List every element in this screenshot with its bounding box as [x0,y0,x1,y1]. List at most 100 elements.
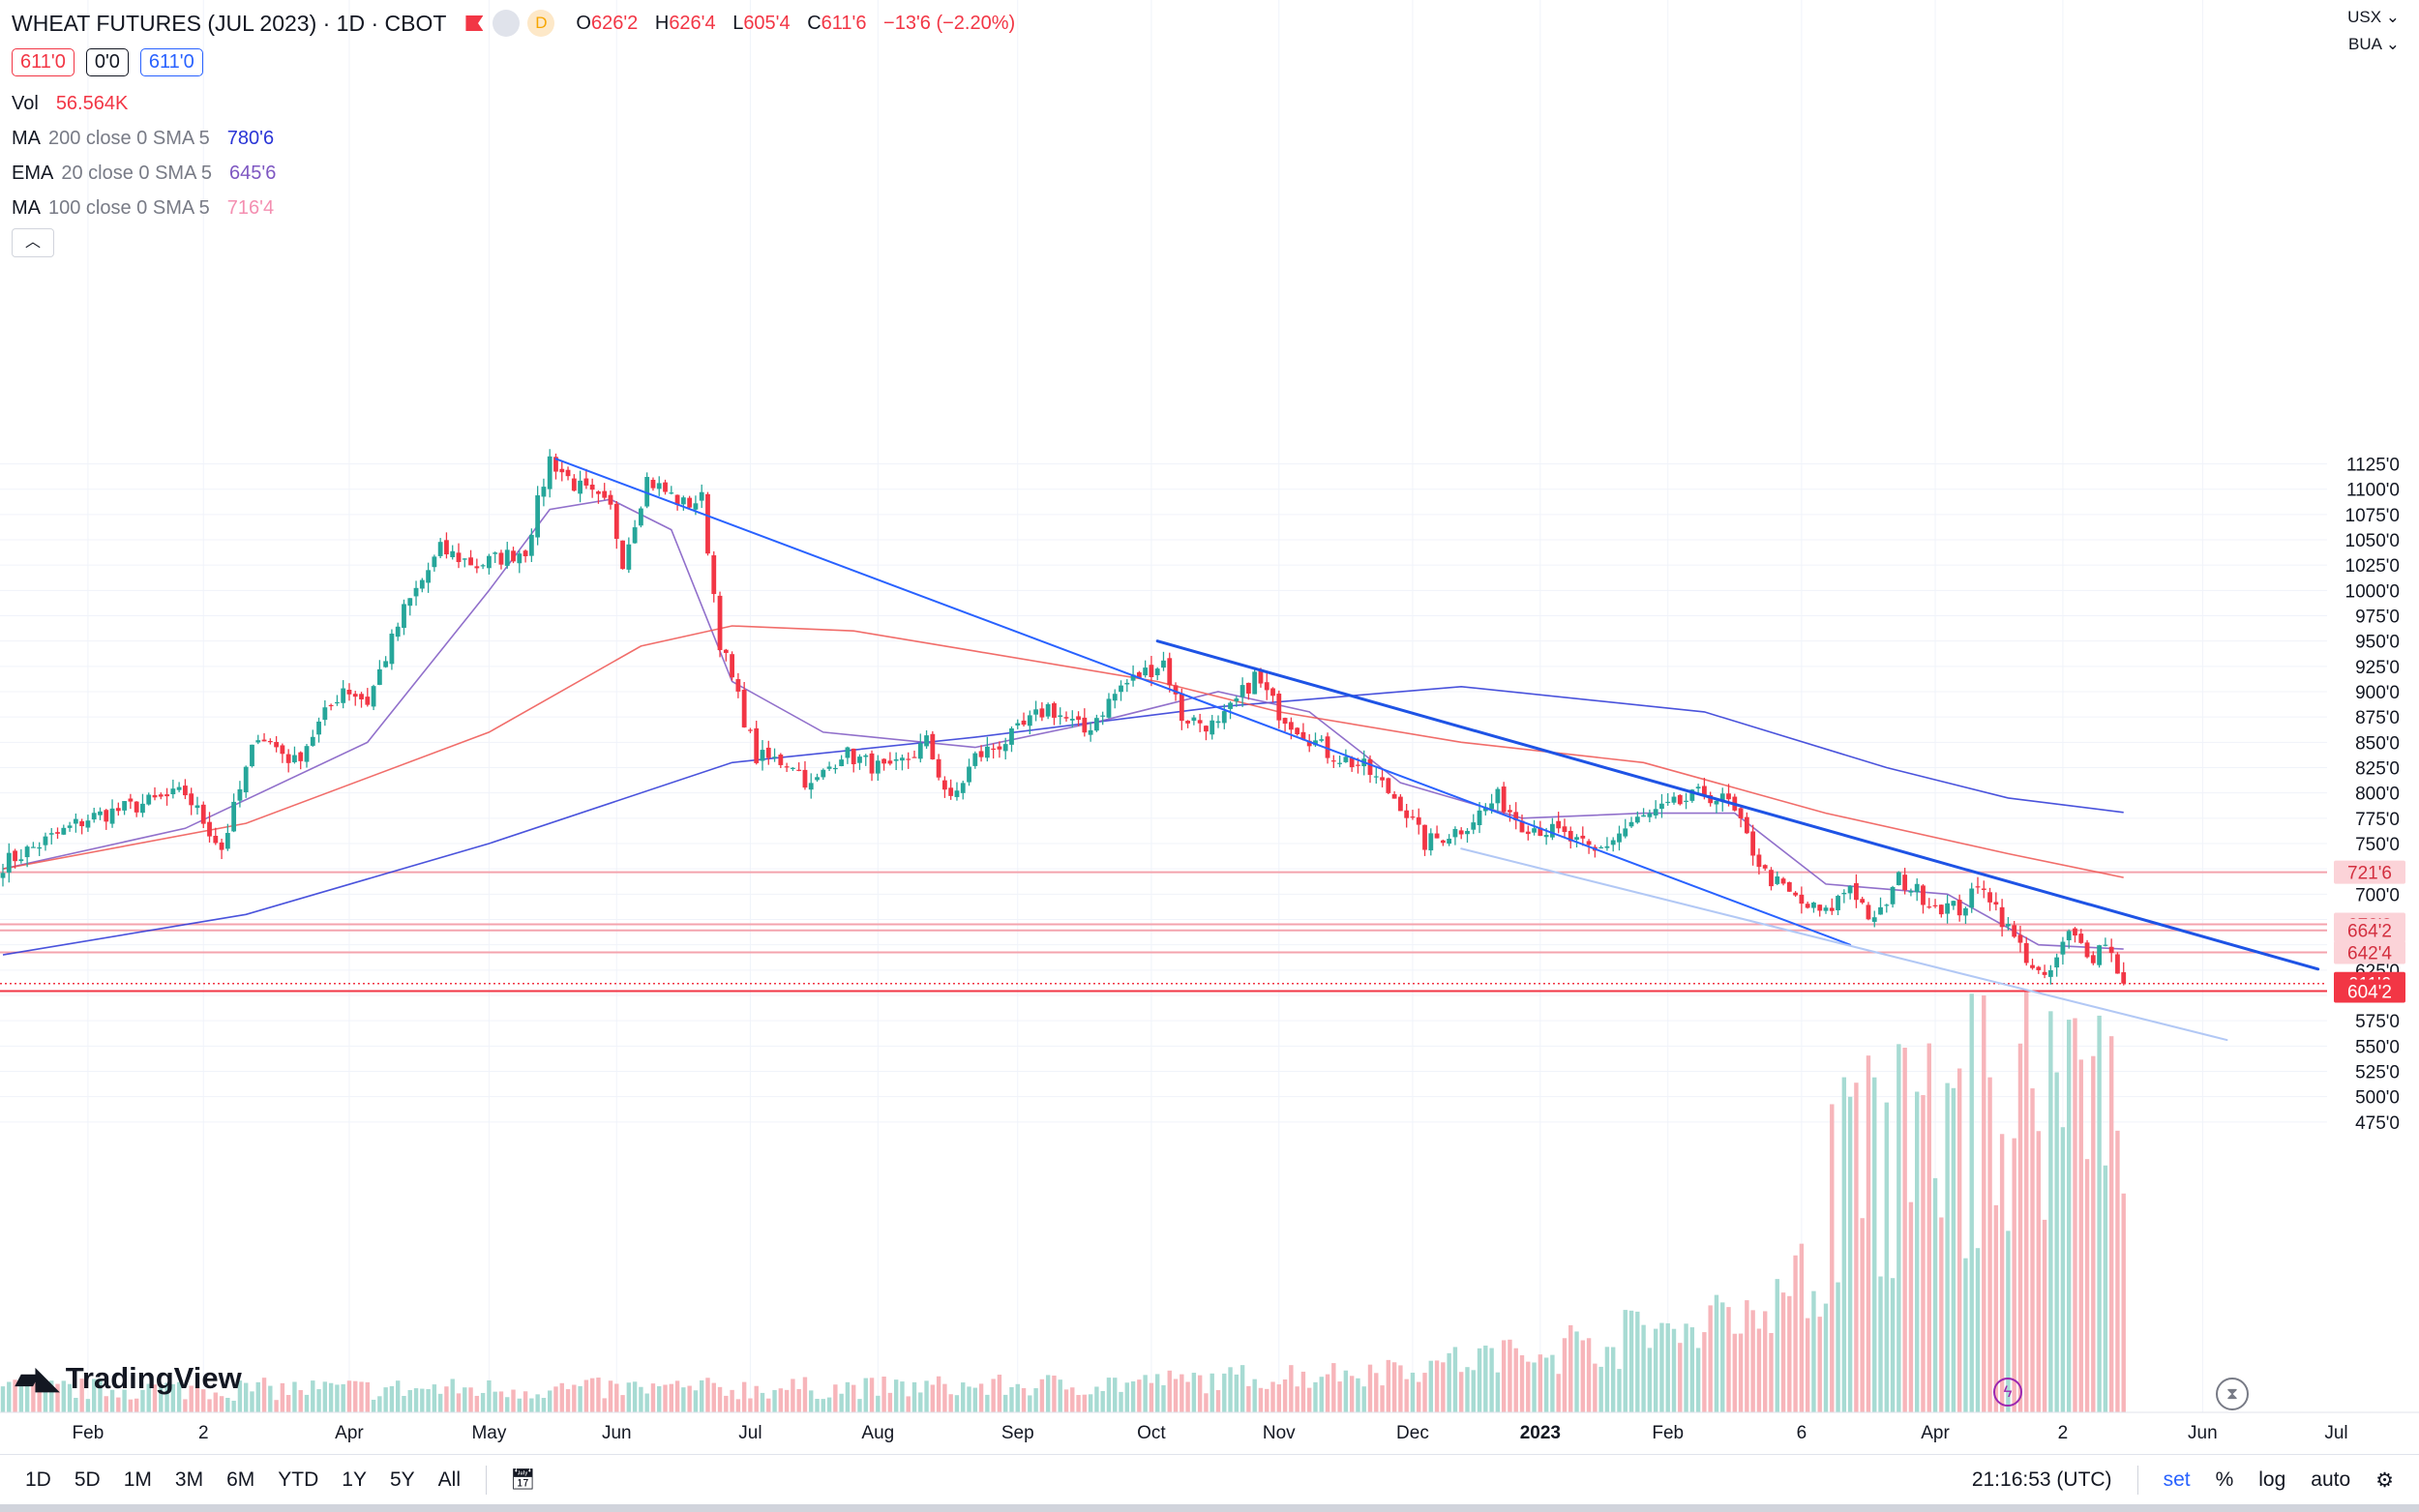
volume-bar [365,1381,370,1412]
tf-all[interactable]: All [437,1468,461,1491]
volume-bar [207,1399,212,1412]
price-tick-label: 750'0 [2355,835,2400,855]
set-button[interactable]: set [2163,1468,2191,1491]
volume-bar [1902,1048,1907,1412]
volume-bar [1106,1378,1112,1412]
candle-body [1908,890,1914,893]
tf-5y[interactable]: 5Y [389,1468,415,1491]
volume-bar [402,1396,406,1412]
candle-body [663,482,668,492]
candle-body [1719,793,1725,802]
price-tick-label: 700'0 [2355,885,2400,905]
volume-bar [1926,1043,1931,1412]
volume-bar [1628,1310,1634,1412]
candle-body [997,746,1002,750]
candle-body [1914,883,1920,893]
volume-bar [1993,1204,1999,1412]
candle-body [207,821,212,837]
lightning-icon[interactable]: ϟ [1993,1378,2022,1407]
volume-bar [681,1387,686,1412]
replay-icon[interactable]: ⧗ [2216,1378,2249,1410]
flag-icon[interactable] [465,15,484,31]
candle-body [298,752,304,761]
volume-bar [413,1388,419,1412]
volume-bar [1180,1374,1184,1412]
percent-scale-button[interactable]: % [2215,1468,2234,1491]
volume-bar [505,1397,510,1412]
unit-selector[interactable]: BUA ⌄ [2348,35,2400,53]
candle-body [578,480,582,494]
volume-bar [1276,1384,1281,1412]
low-value: 605'4 [743,12,791,34]
candle-body [219,842,224,850]
indicator-volume[interactable]: Vol 56.564K [12,93,129,114]
volume-bar [1021,1387,1027,1412]
candle-body [778,755,784,765]
volume-bar [280,1382,285,1412]
candle-body [1945,903,1950,914]
candle-body [1617,833,1622,843]
bottom-strip [0,1504,2419,1512]
volume-bar [1070,1387,1075,1412]
volume-bar [1860,1218,1865,1412]
candle-body [1519,820,1525,833]
candle-body [906,758,911,760]
candle-body [1319,739,1325,741]
buy-price-button[interactable]: 611'0 [139,48,203,76]
volume-bar [693,1390,699,1412]
volume-bar [322,1381,328,1412]
sell-price-button[interactable]: 611'0 [12,48,75,76]
candle-body [395,626,401,637]
candle-body [893,758,899,761]
candle-body [389,634,395,665]
indicator-ma100[interactable]: MA 100 close 0 SMA 5 716'4 [12,197,275,219]
log-scale-button[interactable]: log [2258,1468,2286,1491]
volume-bar [881,1377,886,1412]
trendline [1460,847,2228,1042]
currency-selector[interactable]: USX ⌄ [2347,8,2400,26]
ma-line [2,625,2124,878]
tf-1d[interactable]: 1D [25,1468,51,1491]
candle-body [632,527,638,544]
volume-bar [2012,1138,2016,1412]
volume-bar [2073,1018,2077,1412]
collapse-indicators-button[interactable]: ︿ [12,228,54,257]
utc-clock[interactable]: 21:16:53 (UTC) [1971,1468,2112,1491]
time-tick-label: Jun [602,1423,632,1443]
candle-body [1154,668,1160,676]
indicator-ema20[interactable]: EMA 20 close 0 SMA 5 645'6 [12,163,277,184]
candle-body [1854,882,1859,901]
candle-body [1015,723,1021,726]
volume-bar [1604,1347,1610,1412]
candle-body [626,544,632,570]
tf-1m[interactable]: 1M [123,1468,152,1491]
settings-gear-icon[interactable]: ⚙ [2375,1468,2394,1492]
volume-bar [456,1393,462,1412]
candle-body [1714,800,1719,805]
candle-body [122,801,127,811]
candlesticks [0,449,2127,986]
indicator-ma200[interactable]: MA 200 close 0 SMA 5 780'6 [12,128,275,149]
candle-body [881,758,886,764]
candle-body [1119,685,1123,693]
volume-bar [687,1385,692,1412]
symbol-title[interactable]: WHEAT FUTURES (JUL 2023) · 1D · CBOT [12,10,447,36]
candle-body [1100,715,1106,717]
candle-body [328,704,334,707]
tf-6m[interactable]: 6M [226,1468,255,1491]
tf-3m[interactable]: 3M [174,1468,204,1491]
candle-body [450,550,456,558]
volume-bar [876,1395,881,1412]
auto-scale-button[interactable]: auto [2311,1468,2351,1491]
volume-bar [231,1400,236,1412]
tf-1y[interactable]: 1Y [342,1468,367,1491]
toolbar-divider [486,1466,487,1495]
volume-bar [1817,1317,1822,1412]
calendar-range-icon[interactable]: 📅︎ [510,1468,536,1491]
candle-body [911,756,917,758]
price-tick-label: 550'0 [2355,1037,2400,1057]
tf-ytd[interactable]: YTD [278,1468,319,1491]
tf-5d[interactable]: 5D [74,1468,101,1491]
